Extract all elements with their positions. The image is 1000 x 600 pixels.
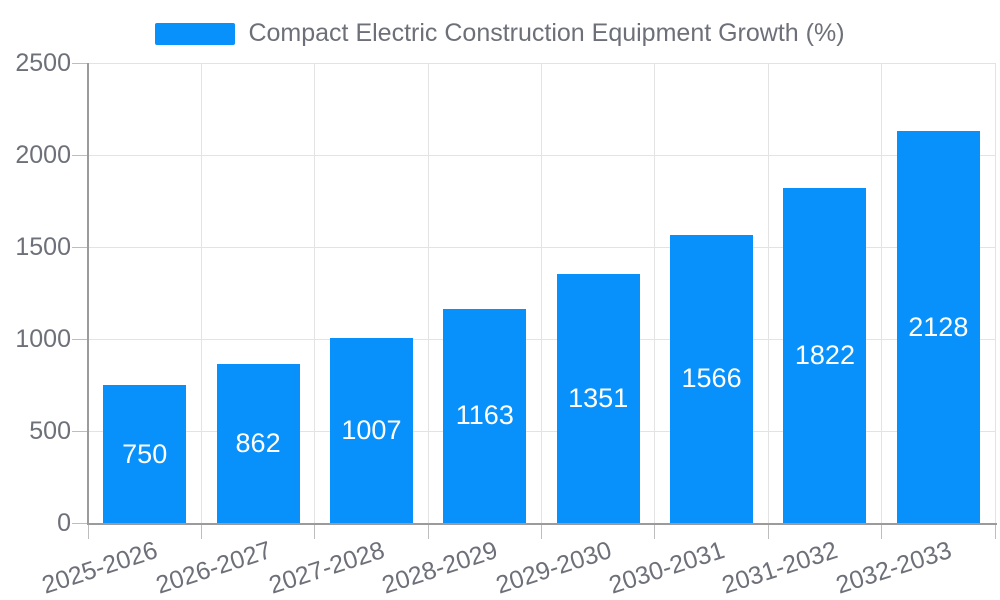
legend[interactable]: Compact Electric Construction Equipment … [0, 19, 1000, 48]
x-gridline [427, 63, 429, 523]
x-gridline [314, 63, 316, 523]
x-gridline [654, 63, 656, 523]
x-gridline [767, 63, 769, 523]
bar-value-label: 1351 [568, 383, 629, 414]
x-axis-tick [767, 523, 769, 539]
y-axis-tick [72, 246, 88, 248]
x-axis-label: 2028-2029 [378, 536, 502, 600]
y-axis-tick [72, 154, 88, 156]
bar-2027-2028[interactable]: 1007 [329, 337, 413, 523]
x-axis-tick [541, 523, 542, 539]
x-gridline [994, 63, 996, 523]
x-axis-label: 2030-2031 [605, 536, 728, 600]
y-axis-label: 1500 [15, 233, 71, 261]
x-gridline [200, 63, 202, 523]
bar-value-label: 1007 [341, 414, 402, 445]
legend-swatch-icon [155, 22, 236, 45]
bar-value-label: 1566 [681, 363, 742, 394]
y-axis-tick [72, 430, 88, 432]
bar-value-label: 1822 [794, 339, 855, 370]
x-axis-label: 2026-2027 [152, 536, 275, 600]
x-axis-label: 2031-2032 [718, 536, 842, 600]
y-axis-label: 2000 [15, 141, 71, 169]
y-axis-label: 0 [57, 509, 71, 537]
bar-2026-2027[interactable]: 862 [216, 364, 300, 523]
x-axis-tick [314, 523, 316, 539]
x-gridline [881, 63, 883, 523]
bar-value-label: 862 [235, 428, 281, 459]
x-axis-tick [881, 523, 883, 539]
bar-2025-2026[interactable]: 750 [103, 385, 187, 523]
bar-2028-2029[interactable]: 1163 [443, 309, 527, 523]
bar-2030-2031[interactable]: 1566 [670, 234, 754, 523]
x-axis-tick [200, 523, 202, 539]
bar-value-label: 2128 [908, 311, 969, 342]
x-axis-label: 2032-2033 [832, 536, 955, 600]
bar-2032-2033[interactable]: 2128 [896, 131, 980, 523]
x-axis-tick [654, 523, 656, 539]
bar-2031-2032[interactable]: 1822 [783, 187, 867, 523]
x-axis-label: 2029-2030 [492, 536, 615, 600]
y-axis-label: 2500 [15, 49, 71, 77]
y-axis-label: 1000 [15, 325, 71, 353]
x-gridline [541, 63, 542, 523]
y-axis-tick [72, 338, 88, 340]
bar-value-label: 750 [122, 438, 168, 469]
x-axis-label: 2025-2026 [38, 536, 162, 600]
legend-title: Compact Electric Construction Equipment … [248, 19, 845, 47]
y-axis-label: 500 [29, 417, 71, 445]
bar-value-label: 1163 [455, 400, 514, 431]
x-axis-tick [87, 523, 89, 539]
bar-2029-2030[interactable]: 1351 [556, 274, 640, 523]
y-axis-line [87, 63, 89, 524]
y-axis-tick [72, 522, 88, 524]
x-axis-tick [427, 523, 429, 539]
x-axis-line [87, 523, 997, 525]
x-axis-tick [994, 523, 996, 539]
x-axis-label: 2027-2028 [265, 536, 388, 600]
y-axis-tick [72, 62, 88, 64]
